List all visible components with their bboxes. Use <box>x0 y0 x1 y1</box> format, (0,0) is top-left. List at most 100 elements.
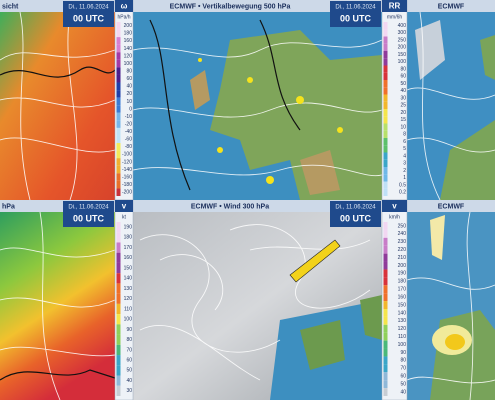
scale-swatch <box>116 82 121 91</box>
scale-swatch <box>383 159 388 167</box>
scale-label: 180 <box>124 31 133 37</box>
scale-label: 170 <box>124 245 133 251</box>
scale-swatch <box>116 90 121 98</box>
scale-symbol: ω <box>121 2 128 11</box>
scale-label: 230 <box>398 239 407 245</box>
scale-swatch <box>116 74 121 83</box>
scale-swatch <box>383 109 388 117</box>
scale-label: 130 <box>124 286 133 292</box>
scale-label: 50 <box>126 368 132 374</box>
scale-swatch <box>383 58 388 66</box>
scale-label: -180 <box>122 182 132 188</box>
scale-label: 40 <box>400 88 406 94</box>
scale-swatch <box>383 332 388 341</box>
scale-label: 120 <box>124 53 133 59</box>
scale-swatch <box>116 97 121 106</box>
scale-swatch <box>116 165 121 174</box>
scale-swatch <box>383 309 388 317</box>
scale-swatch <box>383 22 388 30</box>
scale-swatch <box>383 285 388 294</box>
scale-swatch <box>116 112 121 121</box>
panel-title: hPa <box>2 203 15 210</box>
scale-label: 120 <box>398 326 407 332</box>
scale-swatch <box>116 385 121 396</box>
scale-swatch <box>116 232 121 243</box>
scale-swatch <box>383 348 388 357</box>
scale-label: -160 <box>122 174 132 180</box>
time: 00 UTC <box>73 213 105 223</box>
front <box>0 66 116 78</box>
scale-label: 90 <box>400 350 406 356</box>
scale-swatch <box>383 245 388 254</box>
scale-swatch <box>116 37 121 45</box>
scale-label: 140 <box>398 310 407 316</box>
scale-swatch <box>116 52 121 60</box>
date-box <box>63 1 114 27</box>
scale-label: 4 <box>403 153 406 159</box>
scale-label: 200 <box>398 45 407 51</box>
scale-label: -200 <box>122 190 132 196</box>
scale-swatch <box>383 316 388 325</box>
panel-title: sicht <box>2 3 19 10</box>
scale-label: 8 <box>403 132 406 138</box>
land <box>440 35 495 200</box>
scale-swatch <box>383 116 388 124</box>
scale-label: 40 <box>126 84 132 90</box>
scale-swatch <box>116 59 121 68</box>
scale-label: 80 <box>126 337 132 343</box>
scale-label: 180 <box>124 235 133 241</box>
front <box>0 369 116 381</box>
scale-header <box>382 0 407 12</box>
scale-label: 150 <box>398 302 407 308</box>
scale-swatch <box>116 252 121 263</box>
wind-area <box>430 215 445 260</box>
scale-label: 130 <box>398 318 407 324</box>
scale-swatch <box>116 293 121 304</box>
scale-label: 10 <box>126 99 132 105</box>
scale-label: 120 <box>124 296 133 302</box>
scale-swatch <box>116 375 121 386</box>
scale-swatch <box>116 158 121 166</box>
date: Di., 11.06.2024 <box>335 205 376 211</box>
scale-swatch <box>116 44 121 53</box>
scale-label: 30 <box>400 95 406 101</box>
scale-label: 40 <box>126 378 132 384</box>
map <box>0 12 115 200</box>
scale-swatch <box>383 372 388 381</box>
scale-label: 70 <box>126 347 132 353</box>
scale-label: 250 <box>398 223 407 229</box>
scale-label: 50 <box>400 81 406 87</box>
scale-label: 210 <box>398 255 407 261</box>
scale-label: 200 <box>124 23 133 29</box>
scale-swatch <box>116 67 121 75</box>
scale-label: 190 <box>398 271 407 277</box>
scale-swatch <box>116 222 121 233</box>
scale-label: 25 <box>400 103 406 109</box>
scale-label: 0 <box>129 106 132 112</box>
scale-label: 90 <box>126 327 132 333</box>
scale-label: 60 <box>126 76 132 82</box>
scale-swatch <box>383 72 388 80</box>
date: Di., 11.06.2024 <box>68 5 109 11</box>
scale-label: 60 <box>126 358 132 364</box>
scale-label: 6 <box>403 139 406 145</box>
scale-symbol: RR <box>389 2 401 11</box>
scale-swatch <box>383 65 388 73</box>
contour <box>0 11 116 201</box>
scale-label: 200 <box>398 263 407 269</box>
scale-swatch <box>383 380 388 389</box>
scale-swatch <box>383 261 388 270</box>
scale-swatch <box>116 105 121 113</box>
scale-unit: mm/6h <box>387 14 403 20</box>
scale-label: 110 <box>124 306 132 312</box>
scale-unit: kt <box>122 214 127 220</box>
scale-swatch <box>383 101 388 109</box>
scale-swatch <box>383 152 388 160</box>
scale-header <box>115 0 133 12</box>
scale-swatch <box>383 43 388 51</box>
scale-label: 80 <box>126 69 132 75</box>
jet <box>289 239 341 283</box>
scale-label: 150 <box>124 265 133 271</box>
scale-label: -40 <box>125 129 132 135</box>
